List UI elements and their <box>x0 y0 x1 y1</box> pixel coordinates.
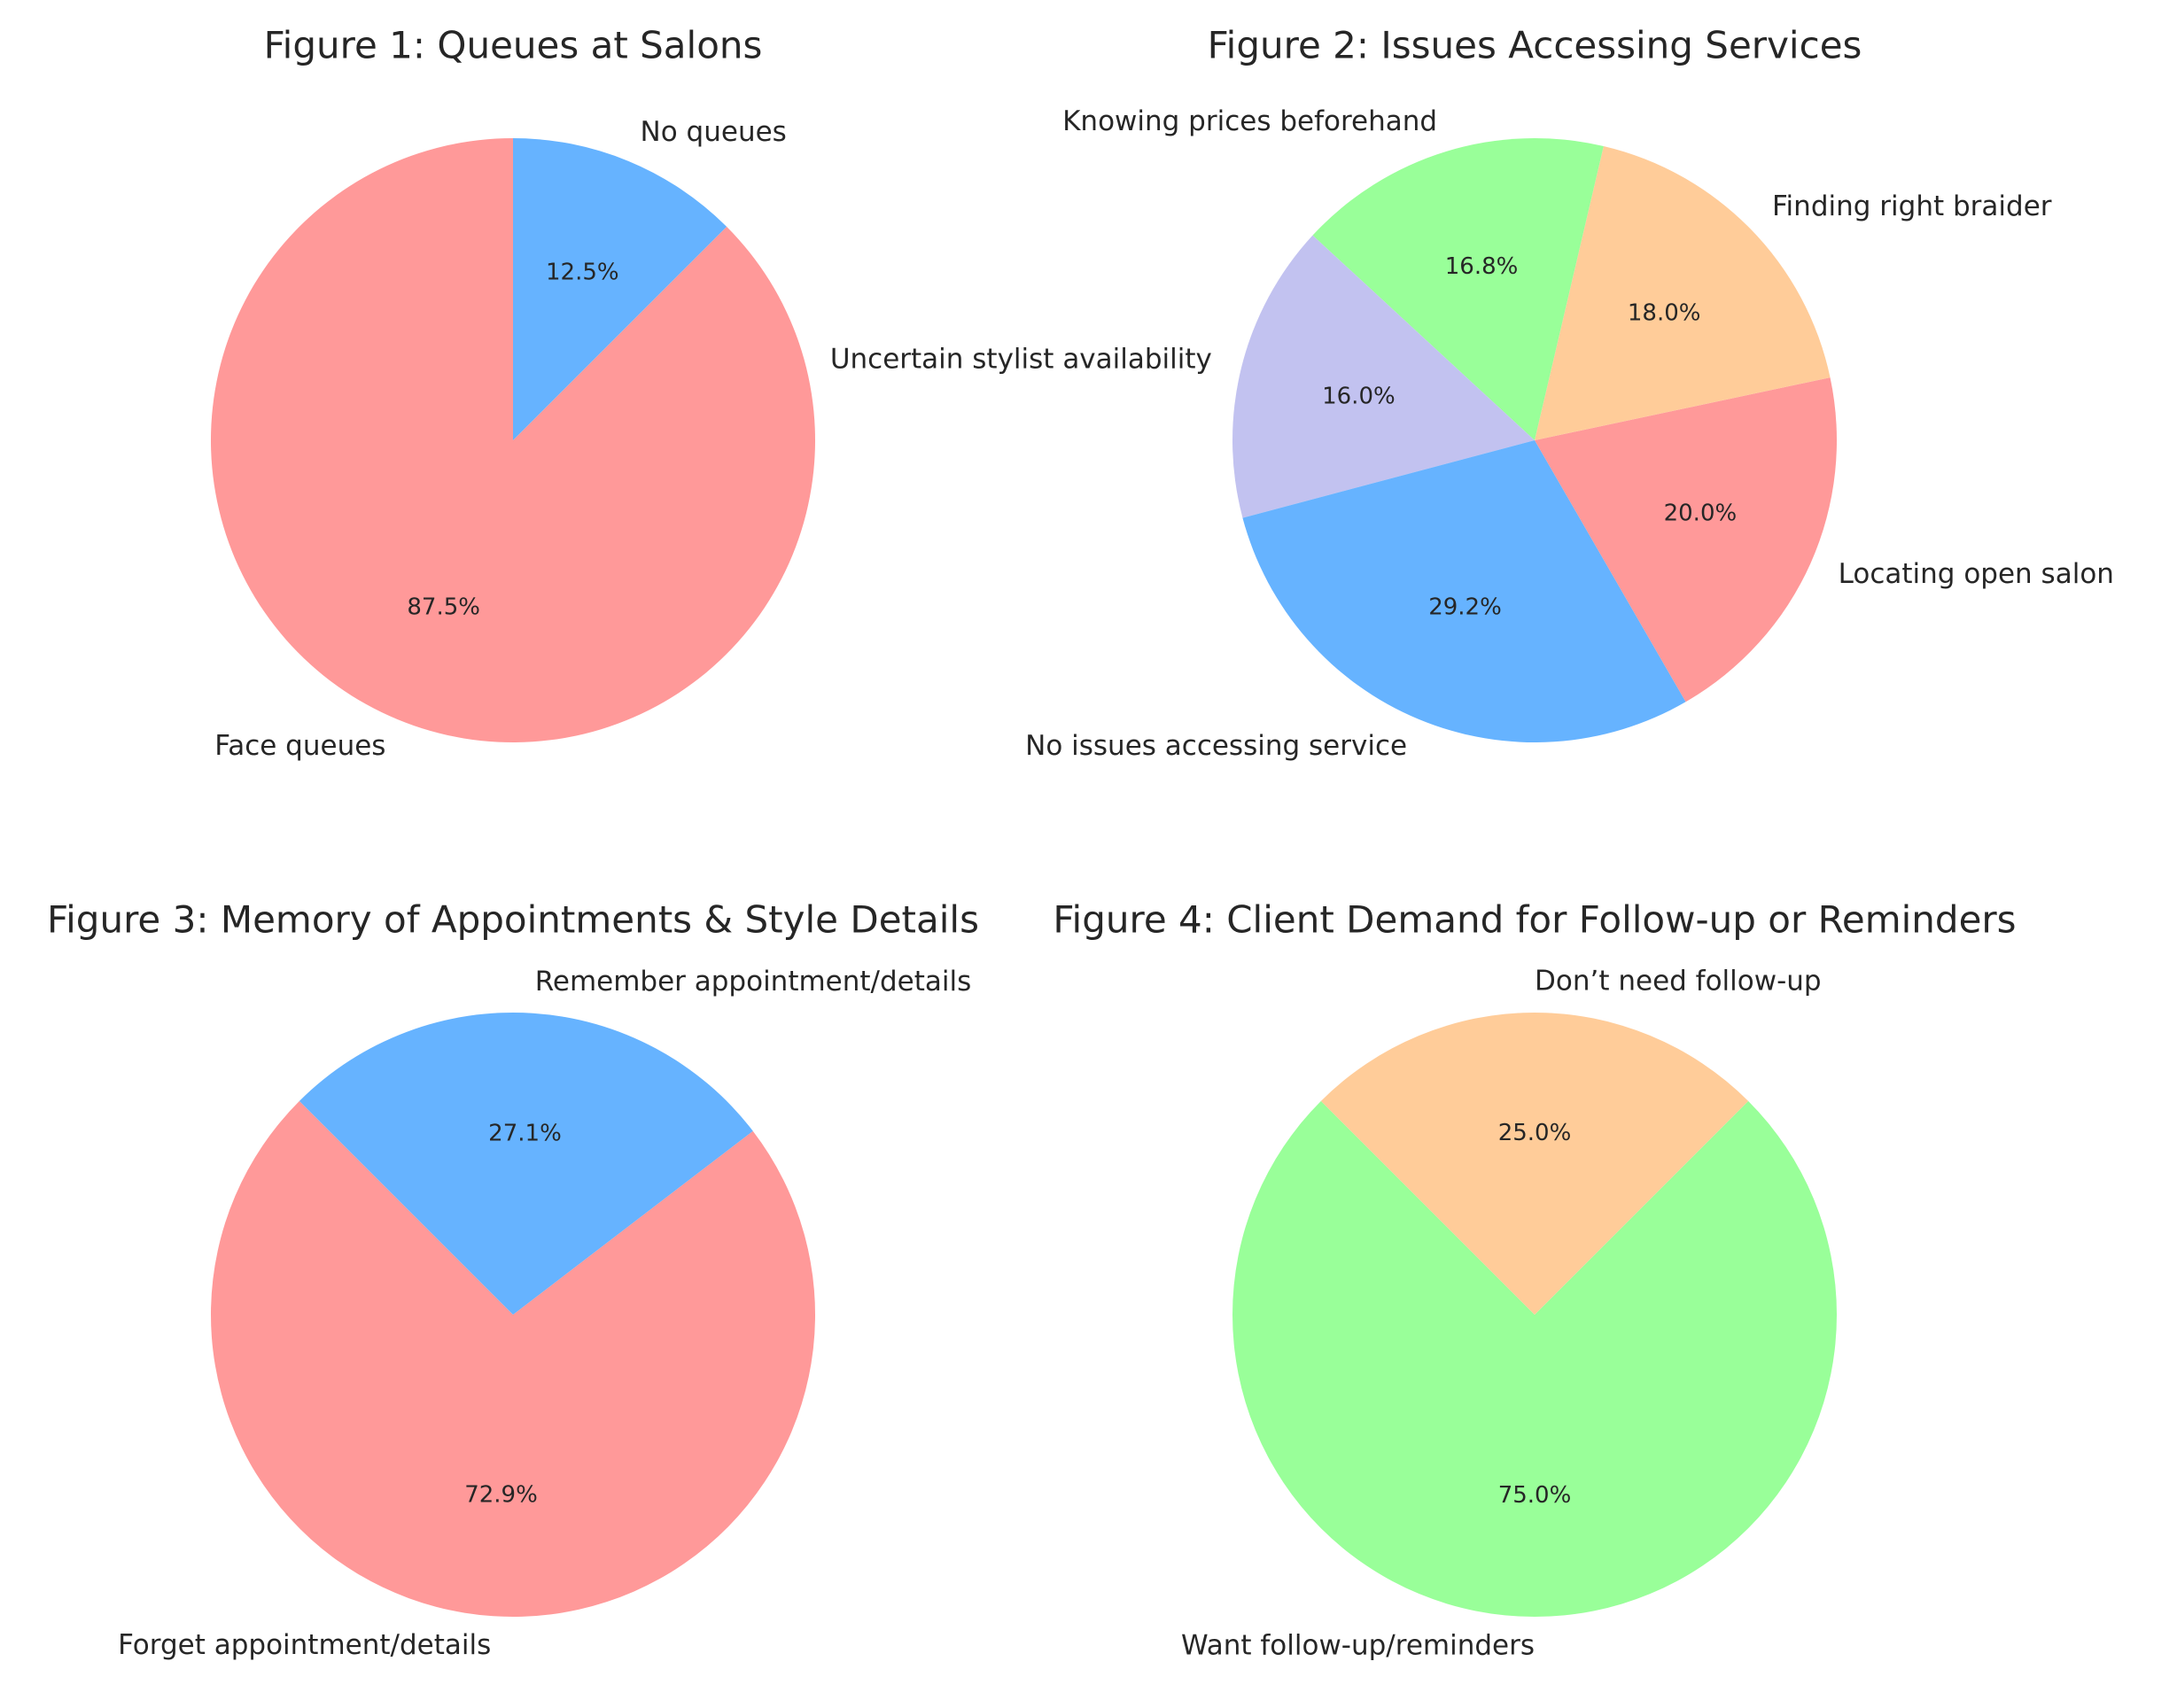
pie-chart-1: Figure 1: Queues at Salons 87.5% Face queu… <box>210 24 815 762</box>
pie-slice <box>210 138 815 743</box>
pie-slice <box>1535 377 1838 703</box>
pie-slice <box>513 138 727 440</box>
chart-title: Figure 2: Issues Accessing Services <box>1208 24 1862 67</box>
slice-percent-label: 18.0% <box>1628 299 1701 326</box>
pie-chart-4: Figure 4: Client Demand for Follow-up or… <box>1053 898 2016 1662</box>
slice-category-label: Uncertain stylist availability <box>830 343 1212 375</box>
slice-percent-label: 16.0% <box>1322 383 1396 409</box>
chart-title: Figure 1: Queues at Salons <box>264 24 763 67</box>
slice-percent-label: 27.1% <box>488 1120 562 1146</box>
slice-percent-label: 20.0% <box>1664 501 1738 527</box>
pie-chart-3: Figure 3: Memory of Appointments & Style… <box>47 898 979 1661</box>
pie-chart-2: Figure 2: Issues Accessing Services 20.0%… <box>830 24 2114 762</box>
chart-title: Figure 4: Client Demand for Follow-up or… <box>1053 898 2016 942</box>
slice-category-label: Knowing prices beforehand <box>1062 105 1437 137</box>
slice-category-label: Don’t need follow-up <box>1535 965 1822 997</box>
pie-slice <box>1242 440 1686 742</box>
pie-slice <box>299 1013 753 1315</box>
pie-slice <box>1232 1100 1837 1618</box>
slice-category-label: No issues accessing service <box>1025 730 1407 762</box>
pie-slice <box>211 1100 816 1618</box>
slice-category-label: Locating open salon <box>1839 558 2114 590</box>
slice-category-label: Remember appointment/details <box>535 966 972 998</box>
slice-category-label: Finding right braider <box>1772 190 2052 222</box>
slice-percent-label: 29.2% <box>1428 594 1502 620</box>
slice-category-label: Forget appointment/details <box>118 1629 491 1661</box>
slice-percent-label: 87.5% <box>407 594 480 621</box>
slice-category-label: Face queues <box>214 730 385 762</box>
slice-percent-label: 12.5% <box>546 259 619 285</box>
pie-slice <box>1320 1013 1749 1315</box>
pie-slice <box>1312 137 1604 440</box>
slice-percent-label: 16.8% <box>1445 253 1519 280</box>
pie-slice <box>1535 146 1831 440</box>
slice-category-label: Want follow-up/reminders <box>1181 1630 1535 1662</box>
slice-category-label: No queues <box>641 116 787 148</box>
slice-percent-label: 72.9% <box>464 1482 538 1509</box>
slice-percent-label: 25.0% <box>1498 1120 1572 1146</box>
chart-title: Figure 3: Memory of Appointments & Style… <box>47 898 979 942</box>
slice-percent-label: 75.0% <box>1498 1482 1572 1509</box>
pie-slice <box>1232 235 1535 518</box>
